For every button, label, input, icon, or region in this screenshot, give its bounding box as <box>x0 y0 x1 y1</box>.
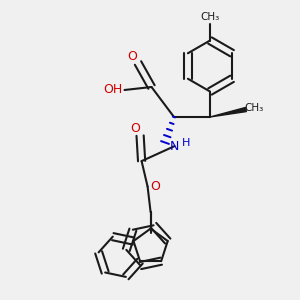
Text: CH₃: CH₃ <box>200 12 220 22</box>
Text: CH₃: CH₃ <box>245 103 264 113</box>
Text: O: O <box>130 122 140 136</box>
Text: O: O <box>128 50 137 63</box>
Text: H: H <box>182 138 190 148</box>
Text: OH: OH <box>103 83 123 97</box>
Polygon shape <box>210 107 246 117</box>
Text: N: N <box>170 140 179 153</box>
Text: O: O <box>150 180 160 193</box>
